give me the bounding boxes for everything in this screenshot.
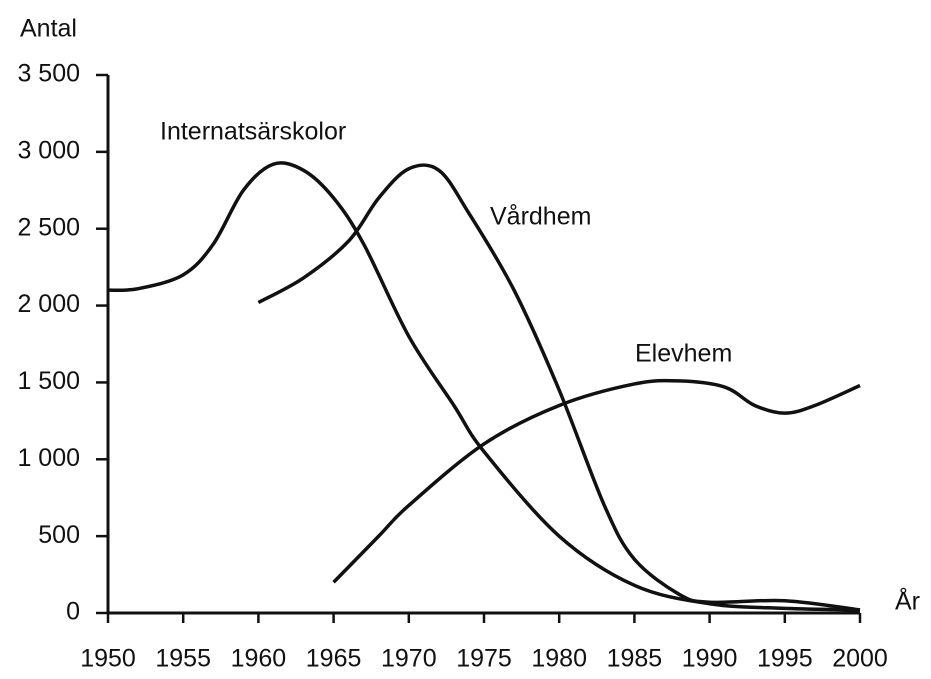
y-axis-label: Antal [20,15,77,43]
y-tick-label: 0 [66,598,80,626]
y-tick-label: 3 000 [17,136,80,164]
x-tick-label: 2000 [832,645,888,673]
x-tick-label: 1985 [607,645,663,673]
line [257,163,861,612]
y-tick-label: 500 [38,521,80,549]
x-tick-label: 1960 [231,645,287,673]
y-tick-label: 3 500 [17,60,80,88]
x-tick-label: 1995 [757,645,813,673]
series-label: Vårdhem [490,203,591,231]
x-tick-label: 1955 [155,645,211,673]
line [107,161,861,612]
x-tick-label: 1975 [456,645,512,673]
y-tick-label: 2 000 [17,290,80,318]
x-tick-label: 1990 [682,645,738,673]
series-label: Internatsärskolor [160,118,346,146]
y-tick-label: 1 000 [17,444,80,472]
x-tick-label: 1965 [306,645,362,673]
x-axis-label: År [895,586,920,616]
x-tick-label: 1950 [80,645,136,673]
y-tick-label: 1 500 [17,367,80,395]
x-tick-label: 1980 [531,645,587,673]
line [332,378,861,584]
y-tick-label: 2 500 [17,213,80,241]
series-label: Elevhem [635,340,732,368]
x-tick-label: 1970 [381,645,437,673]
